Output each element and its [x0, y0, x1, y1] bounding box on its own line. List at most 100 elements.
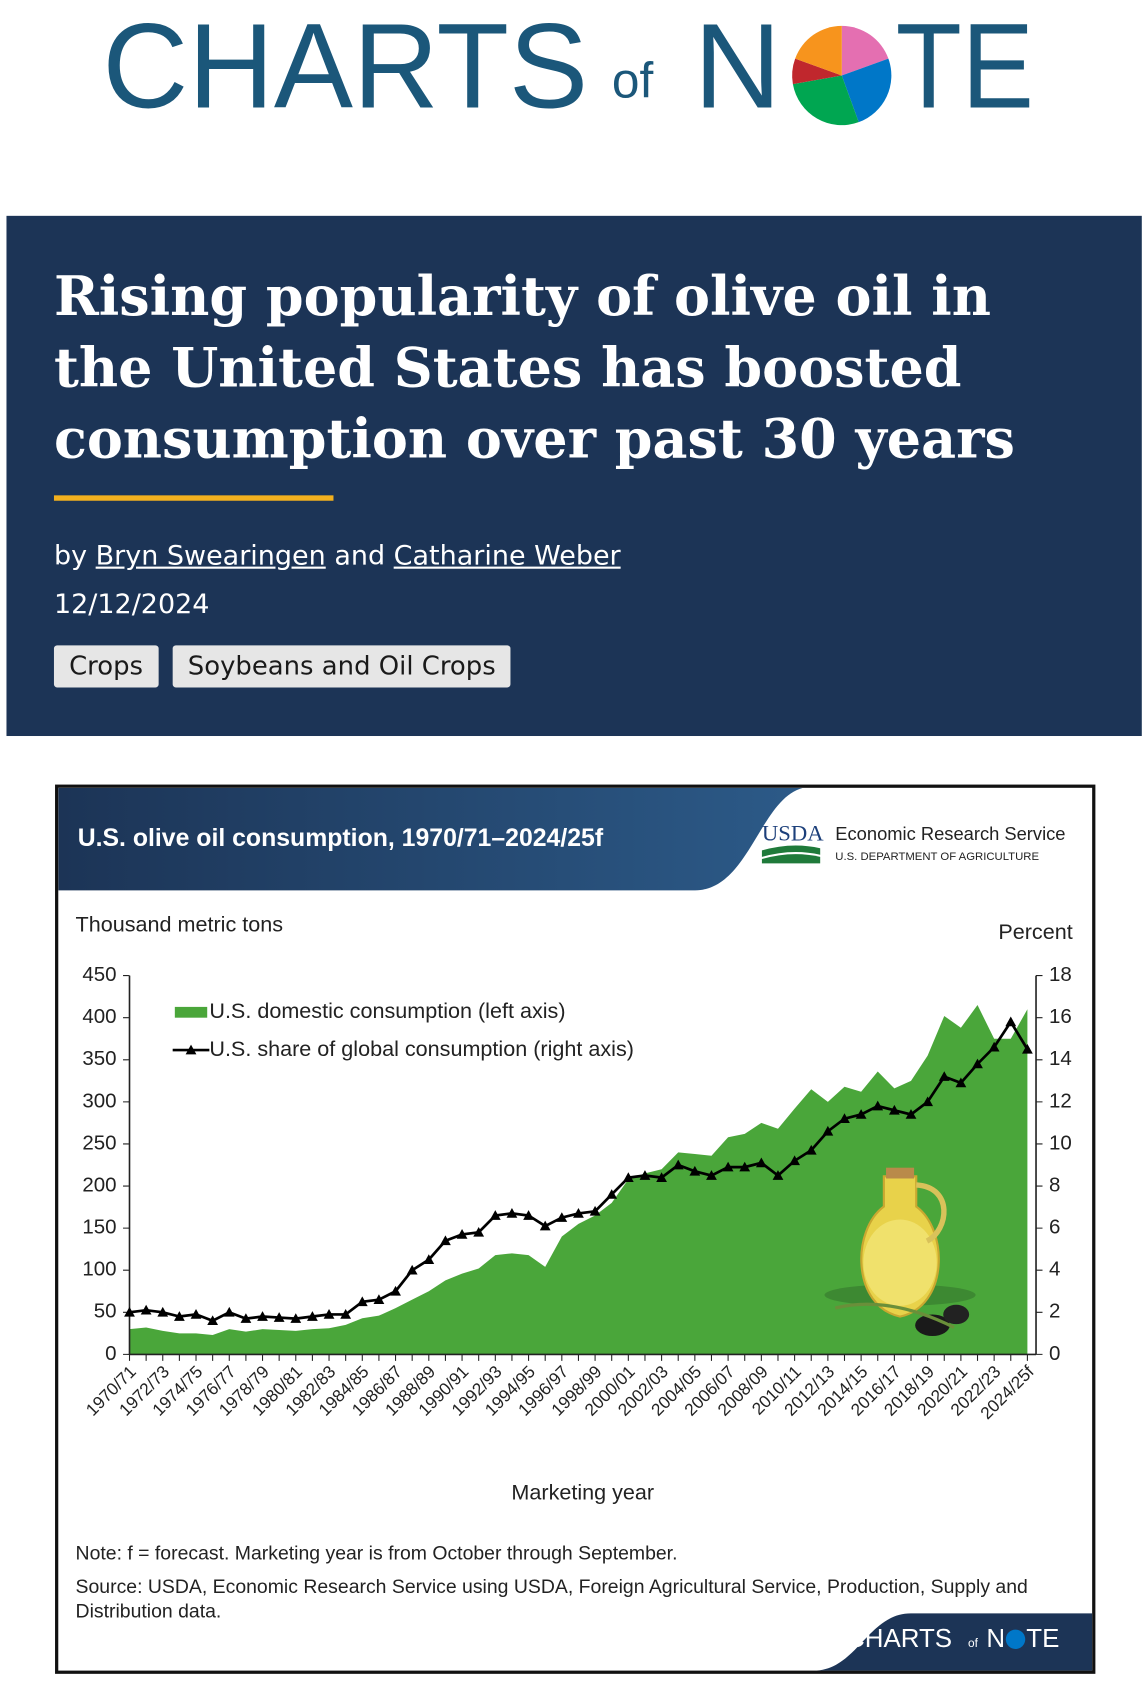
marker — [955, 1077, 967, 1088]
title-rule — [53, 495, 334, 501]
marker — [972, 1058, 983, 1069]
marker — [805, 1144, 817, 1155]
marker — [257, 1311, 268, 1321]
marker — [606, 1189, 618, 1199]
marker — [589, 1205, 601, 1216]
marker — [207, 1315, 219, 1326]
marker — [173, 1311, 185, 1321]
y-tick-label: 200 — [82, 1173, 116, 1196]
chart-title: U.S. olive oil consumption, 1970/71–2024… — [78, 825, 604, 852]
y-tick-label: 100 — [82, 1258, 116, 1281]
marker — [938, 1071, 950, 1081]
usda-logo: USDA Economic Research Service U.S. DEPA… — [761, 821, 1066, 864]
legend-label: U.S. share of global consumption (right … — [209, 1036, 634, 1061]
chart: U.S. olive oil consumption, 1970/71–2024… — [58, 787, 1093, 1671]
y-axis-label: Thousand metric tons — [76, 912, 284, 937]
author-link[interactable]: Catharine Weber — [393, 539, 621, 571]
marker — [739, 1161, 751, 1172]
olive-oil-illustration — [824, 1167, 976, 1337]
logo-text: CHARTS — [846, 1625, 952, 1653]
y2-tick-label: 6 — [1049, 1216, 1060, 1239]
marker — [888, 1104, 900, 1115]
y2-axis-label: Percent — [998, 919, 1072, 944]
marker — [1005, 1016, 1017, 1027]
author-link[interactable]: Bryn Swearingen — [95, 539, 326, 571]
marker — [323, 1309, 335, 1319]
marker — [872, 1100, 884, 1111]
marker — [506, 1208, 518, 1218]
logo-pie — [792, 25, 892, 126]
marker — [290, 1313, 302, 1323]
source: Source: USDA, Economic Research Service … — [75, 1575, 1028, 1623]
legend-swatch — [174, 1006, 208, 1018]
title-line: Rising popularity of olive oil in — [53, 264, 992, 329]
marker — [639, 1170, 651, 1180]
marker — [706, 1170, 717, 1180]
title-line: consumption over past 30 years — [53, 406, 1015, 471]
marker — [390, 1285, 401, 1296]
chart-card: U.S. olive oil consumption, 1970/71–2024… — [55, 784, 1096, 1674]
marker — [373, 1294, 385, 1304]
marker — [423, 1254, 435, 1265]
marker — [124, 1306, 135, 1317]
marker — [722, 1161, 734, 1172]
tag[interactable]: Soybeans and Oil Crops — [172, 645, 511, 688]
logo-text: TE — [896, 0, 1034, 133]
marker — [988, 1041, 1000, 1052]
chart-header — [58, 787, 803, 891]
y2-tick-label: 18 — [1049, 963, 1072, 986]
y-tick-label: 450 — [82, 963, 116, 986]
y2-tick-label: 12 — [1049, 1089, 1072, 1112]
marker — [772, 1170, 784, 1180]
date: 12/12/2024 — [53, 588, 210, 620]
marker — [190, 1309, 202, 1319]
y2-tick-label: 4 — [1049, 1258, 1060, 1281]
marker — [1022, 1043, 1033, 1054]
legend-swatch — [185, 1044, 197, 1055]
tag[interactable]: Crops — [53, 645, 159, 688]
marker — [240, 1313, 252, 1323]
article-header: Rising popularity of olive oil in the Un… — [6, 215, 1142, 737]
y2-tick-label: 10 — [1049, 1131, 1072, 1154]
footer-band — [813, 1613, 1093, 1671]
y-tick-label: 350 — [82, 1047, 116, 1070]
legend-label: U.S. domestic consumption (left axis) — [209, 998, 565, 1023]
y2-tick-label: 2 — [1049, 1300, 1060, 1323]
logo-pie — [1005, 1629, 1026, 1650]
marker — [855, 1109, 867, 1119]
area — [129, 1005, 1028, 1355]
marker — [539, 1220, 551, 1231]
logo-text: of — [612, 52, 654, 108]
marker — [689, 1165, 701, 1176]
marker — [307, 1311, 318, 1321]
marker — [656, 1172, 667, 1182]
x-axis-label: Marketing year — [511, 1479, 654, 1504]
y2-tick-label: 8 — [1049, 1173, 1060, 1196]
and: and — [334, 539, 386, 571]
marker — [556, 1212, 568, 1222]
marker — [905, 1109, 917, 1119]
y2-tick-label: 14 — [1049, 1047, 1072, 1070]
marker — [473, 1226, 485, 1237]
marker — [140, 1304, 152, 1315]
note: Note: f = forecast. Marketing year is fr… — [75, 1542, 678, 1564]
marker — [755, 1157, 767, 1168]
site-logo[interactable]: CHARTS of N TE — [0, 0, 1144, 216]
logo-text: CHARTS — [103, 0, 589, 133]
marker — [622, 1172, 634, 1182]
marker — [839, 1113, 850, 1124]
usda-mark: USDA — [762, 821, 824, 846]
by: by — [53, 539, 88, 571]
marker — [440, 1235, 451, 1246]
y-tick-label: 250 — [82, 1131, 116, 1154]
marker — [456, 1229, 468, 1239]
y-tick-label: 150 — [82, 1216, 116, 1239]
marker — [922, 1096, 934, 1107]
y-tick-label: 0 — [105, 1342, 116, 1365]
marker — [822, 1125, 834, 1136]
usda-agency: Economic Research Service — [835, 823, 1065, 844]
y2-tick-label: 0 — [1049, 1342, 1060, 1365]
marker — [273, 1312, 285, 1322]
marker — [573, 1208, 584, 1218]
marker — [672, 1159, 684, 1170]
